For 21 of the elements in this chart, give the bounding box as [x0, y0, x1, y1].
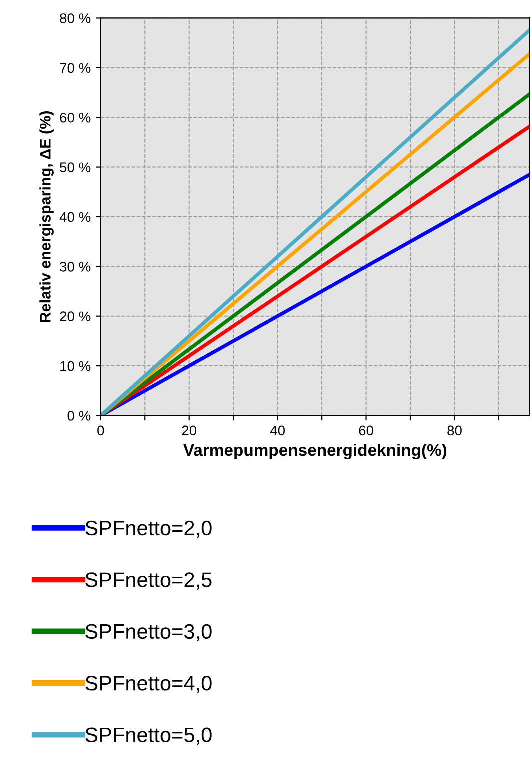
legend-label: SPFnetto=4,0: [86, 676, 212, 694]
x-tick-label: 60: [359, 426, 374, 436]
x-tick-label: 80: [448, 426, 462, 436]
legend-label: SPFnetto=2,0: [86, 520, 212, 538]
x-tick-label: 20: [182, 426, 197, 436]
x-axis-title: Varmepumpensenergidekning(%): [184, 444, 447, 460]
legend-label: SPFnetto=2,5: [86, 572, 212, 590]
x-tick-label: 40: [270, 426, 285, 436]
y-axis-title: Relativ energisparing, ΔE (%): [40, 112, 54, 322]
y-tick-label: 30 %: [60, 262, 91, 272]
y-tick-label: 0 %: [68, 411, 91, 421]
y-tick-label: 80 %: [60, 14, 91, 24]
legend-label: SPFnetto=3,0: [86, 624, 212, 642]
y-tick-label: 60 %: [60, 112, 91, 123]
legend-label: SPFnetto=5,0: [86, 728, 212, 745]
y-tick-label: 50 %: [60, 162, 91, 172]
y-tick-label: 70 %: [60, 63, 91, 74]
x-tick-label: 0: [98, 426, 104, 436]
y-tick-label: 40 %: [60, 212, 91, 222]
y-tick-label: 10 %: [60, 361, 91, 372]
y-tick-label: 20 %: [60, 312, 91, 322]
